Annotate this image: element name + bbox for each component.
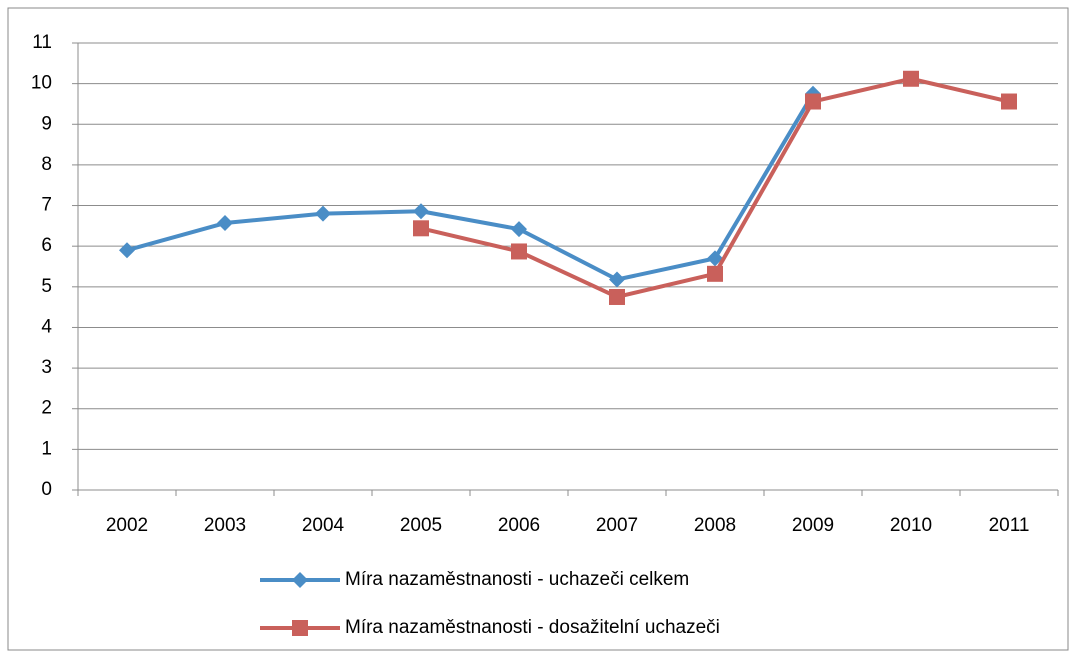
x-tick-label: 2006 <box>498 515 540 536</box>
marker <box>609 288 625 305</box>
marker <box>511 221 527 238</box>
x-tick-label: 2002 <box>106 515 148 536</box>
x-tick-label: 2011 <box>989 515 1030 536</box>
marker <box>903 70 919 87</box>
marker <box>511 243 527 260</box>
marker <box>413 203 429 220</box>
marker <box>1001 93 1017 110</box>
marker <box>707 265 723 282</box>
y-tick-label: 8 <box>41 154 52 175</box>
legend-label: Míra nazaměstnanosti - dosažitelní uchaz… <box>345 617 720 638</box>
marker <box>292 572 308 588</box>
y-tick-label: 3 <box>41 357 52 378</box>
y-tick-label: 2 <box>41 398 52 419</box>
y-tick-label: 7 <box>41 195 52 216</box>
x-tick-label: 2004 <box>302 515 345 536</box>
y-tick-label: 9 <box>41 113 52 134</box>
y-tick-label: 0 <box>41 479 52 500</box>
marker <box>119 242 135 259</box>
marker <box>217 215 233 232</box>
x-tick-label: 2003 <box>204 515 246 536</box>
x-tick-label: 2005 <box>400 515 442 536</box>
y-tick-label: 10 <box>31 73 52 94</box>
x-tick-label: 2007 <box>596 515 638 536</box>
legend-label: Míra nazaměstnanosti - uchazeči celkem <box>345 569 689 590</box>
marker <box>413 220 429 237</box>
marker <box>292 620 308 636</box>
marker <box>315 205 331 222</box>
x-tick-label: 2010 <box>890 515 932 536</box>
x-tick-label: 2009 <box>792 515 834 536</box>
marker <box>805 93 821 110</box>
y-tick-label: 1 <box>41 438 52 459</box>
chart-border <box>7 7 1069 651</box>
series-line <box>126 92 815 282</box>
y-tick-label: 5 <box>41 276 52 297</box>
marker <box>707 250 723 267</box>
marker <box>609 271 625 288</box>
x-tick-label: 2008 <box>694 515 736 536</box>
y-tick-label: 4 <box>41 316 52 337</box>
y-tick-label: 6 <box>41 235 52 256</box>
y-tick-label: 11 <box>32 32 52 53</box>
